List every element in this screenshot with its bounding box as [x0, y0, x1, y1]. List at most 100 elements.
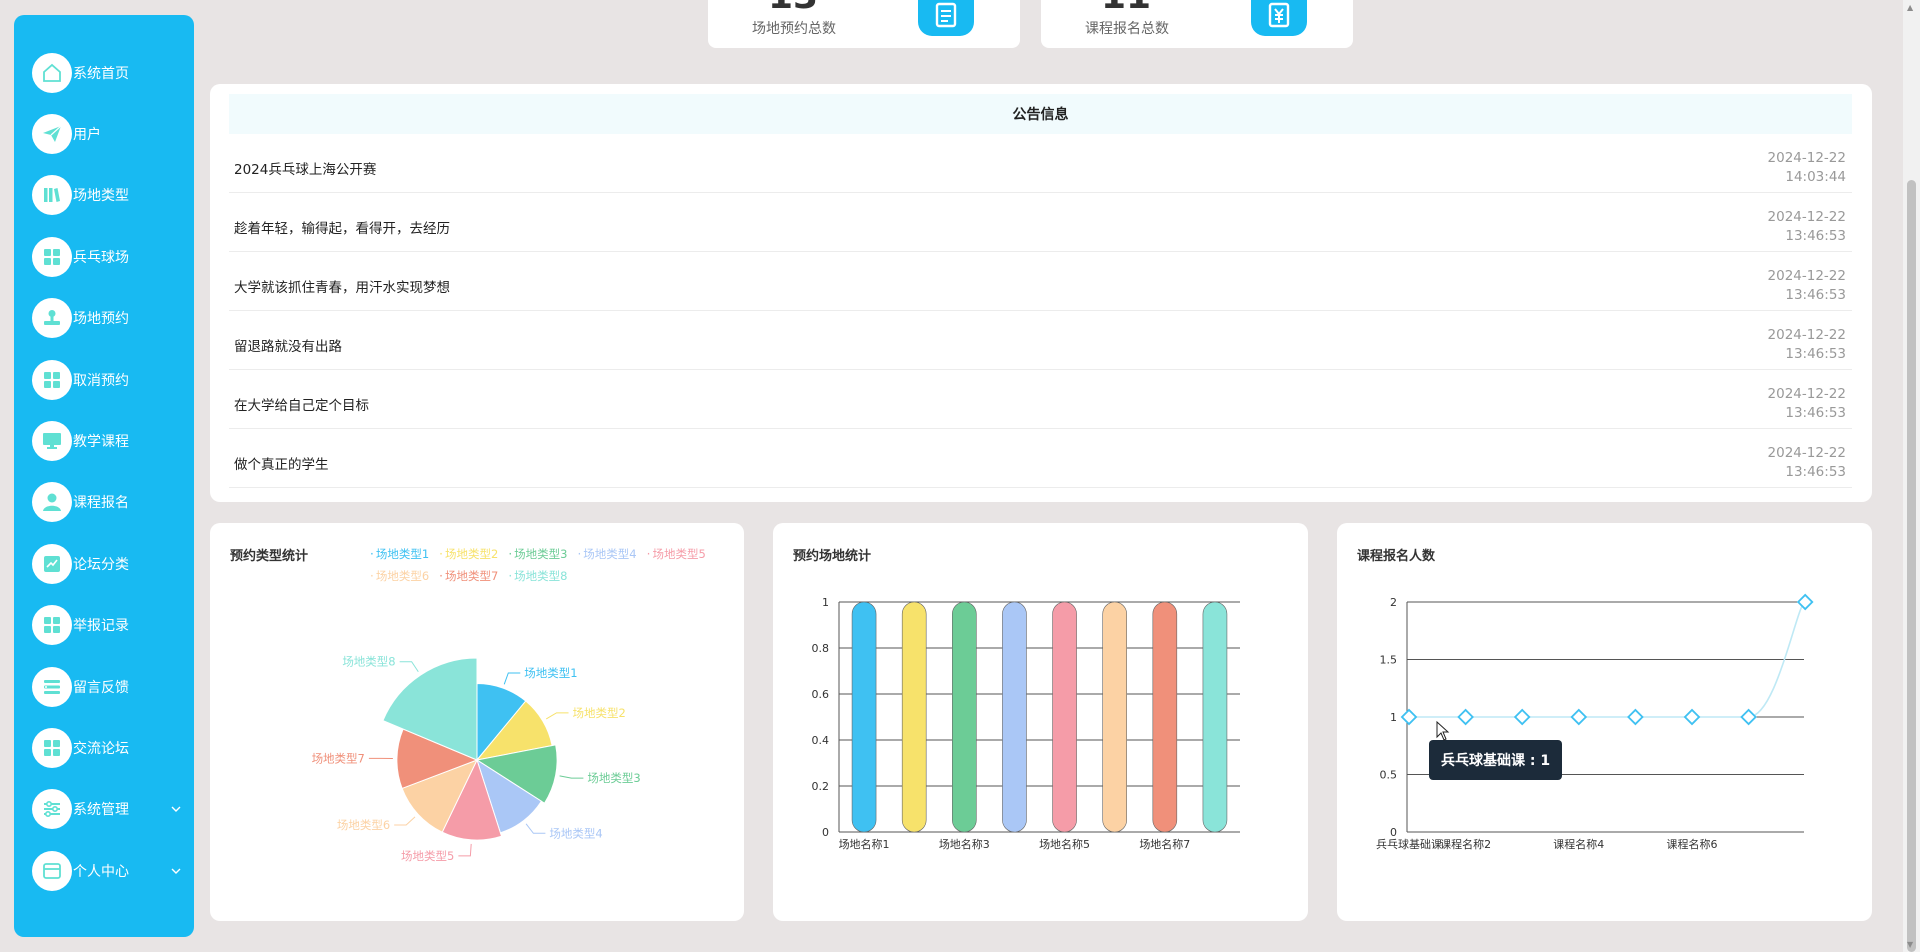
sidebar-item-7[interactable]: 课程报名	[14, 472, 194, 533]
x-tick-label: 场地名称1	[839, 837, 890, 851]
grid-icon	[32, 359, 72, 400]
scroll-down-arrow-icon[interactable]: ▼	[1907, 940, 1914, 949]
legend-dot: ·	[646, 547, 651, 561]
chart-legend: · 场地类型1 · 场地类型2 · 场地类型3 · 场地类型4 · 场地类型5· 场地类型6 · 场地类…	[370, 543, 740, 587]
paper-plane-icon	[32, 114, 72, 155]
x-tick-label: 兵乓球基础课	[1376, 837, 1442, 851]
legend-label: 场地类型4	[583, 547, 637, 561]
stat-card-venue-bookings: 13 场地预约总数	[708, 0, 1020, 48]
legend-dot: ·	[370, 547, 374, 561]
pie-slice-label: 场地类型1	[524, 666, 577, 680]
notice-row[interactable]: 2024兵乓球上海公开赛 2024-12-22 14:03:44	[229, 134, 1852, 193]
legend-dot: ·	[370, 569, 374, 583]
legend-item[interactable]: · 场地类型8	[508, 565, 567, 587]
sidebar-item-12[interactable]: 系统管理	[14, 779, 194, 840]
sidebar-item-label: 场地类型	[73, 188, 129, 205]
notice-title: 公告信息	[229, 94, 1852, 134]
sidebar-item-3[interactable]: 兵乓球场	[14, 226, 194, 287]
chevron-down-icon[interactable]	[170, 865, 182, 877]
page-scrollbar[interactable]: ▲ ▼	[1903, 0, 1920, 952]
y-tick-label: 2	[1390, 596, 1397, 609]
scroll-thumb[interactable]	[1907, 180, 1916, 952]
notice-row-title[interactable]: 大学就该抓住青春，用汗水实现梦想	[234, 280, 450, 296]
notice-row[interactable]: 做个真正的学生 2024-12-22 13:46:53	[229, 429, 1852, 488]
pie-slice-label: 场地类型3	[587, 771, 640, 785]
venue-booking-panel: 预约场地统计 0 0.2 0.4 0.6 0.8 1 场地名称1 场地名称3 场地名称5 场地名称…	[773, 523, 1308, 921]
sidebar-item-5[interactable]: 取消预约	[14, 349, 194, 410]
legend-dot: ·	[508, 569, 513, 583]
legend-dot: ·	[508, 547, 513, 561]
chevron-down-icon[interactable]	[170, 803, 182, 815]
notice-row-title[interactable]: 留退路就没有出路	[234, 339, 342, 355]
y-tick-label: 0.2	[812, 780, 830, 793]
legend-item[interactable]: · 场地类型5	[647, 543, 706, 565]
notice-row-time: 14:03:44	[1785, 169, 1846, 185]
notice-row[interactable]: 留退路就没有出路 2024-12-22 13:46:53	[229, 311, 1852, 370]
sidebar-item-4[interactable]: 场地预约	[14, 288, 194, 349]
sidebar-item-0[interactable]: 系统首页	[14, 42, 194, 103]
notice-row[interactable]: 在大学给自己定个目标 2024-12-22 13:46:53	[229, 370, 1852, 429]
sidebar-item-10[interactable]: 留言反馈	[14, 656, 194, 717]
notice-row-time: 13:46:53	[1785, 346, 1846, 362]
notice-row-time: 13:46:53	[1785, 228, 1846, 244]
sliders-icon	[32, 789, 72, 830]
list-icon	[32, 666, 72, 707]
chart-title: 预约类型统计	[230, 549, 309, 564]
grid-icon	[32, 727, 72, 768]
bar	[952, 601, 977, 833]
notice-row-title[interactable]: 在大学给自己定个目标	[234, 398, 369, 414]
stat-label: 课程报名总数	[1085, 21, 1169, 37]
sidebar-item-13[interactable]: 个人中心	[14, 840, 194, 901]
legend-item[interactable]: · 场地类型2	[439, 543, 498, 565]
notice-row-title[interactable]: 2024兵乓球上海公开赛	[234, 162, 377, 178]
scroll-up-arrow-icon[interactable]: ▲	[1907, 3, 1914, 12]
chart-icon	[32, 543, 72, 584]
data-point	[1570, 708, 1588, 726]
notice-row-time: 13:46:53	[1785, 287, 1846, 303]
sidebar-item-label: 课程报名	[73, 495, 129, 512]
notice-row[interactable]: 大学就该抓住青春，用汗水实现梦想 2024-12-22 13:46:53	[229, 252, 1852, 311]
sidebar-item-label: 取消预约	[73, 372, 129, 389]
notice-row[interactable]: 趁着年轻，输得起，看得开，去经历 2024-12-22 13:46:53	[229, 193, 1852, 252]
legend-item[interactable]: · 场地类型7	[439, 565, 498, 587]
legend-label: 场地类型6	[375, 569, 430, 583]
card-icon	[32, 850, 72, 891]
pie-label-line	[394, 816, 416, 826]
x-tick-label: 课程名称6	[1667, 837, 1718, 851]
sidebar-item-label: 交流论坛	[73, 740, 129, 757]
sidebar-item-1[interactable]: 用户	[14, 103, 194, 164]
sidebar-item-11[interactable]: 交流论坛	[14, 717, 194, 778]
stamp-icon	[32, 298, 72, 339]
pie-slice-label: 场地类型2	[573, 706, 626, 720]
notice-row-date: 2024-12-22	[1767, 209, 1846, 225]
notice-row-title[interactable]: 做个真正的学生	[234, 457, 329, 473]
y-tick-label: 0.6	[812, 688, 830, 701]
bar	[1102, 601, 1127, 833]
y-tick-label: 1	[1390, 711, 1397, 724]
pie-slice	[382, 657, 478, 761]
stat-value: 11	[1041, 0, 1211, 17]
data-point	[1627, 708, 1644, 726]
pie-slice	[441, 758, 503, 841]
legend-item[interactable]: · 场地类型1	[370, 543, 429, 565]
y-tick-label: 0	[1390, 826, 1397, 839]
sidebar-item-9[interactable]: 举报记录	[14, 595, 194, 656]
legend-item[interactable]: · 场地类型6	[370, 565, 429, 587]
legend-dot: ·	[439, 547, 443, 561]
sidebar-item-label: 论坛分类	[73, 556, 129, 573]
bar	[1202, 601, 1228, 833]
document-icon	[918, 0, 974, 36]
sidebar-item-label: 个人中心	[73, 863, 129, 880]
grid-icon	[32, 605, 72, 646]
sidebar-item-6[interactable]: 教学课程	[14, 410, 194, 471]
sidebar-item-label: 系统首页	[73, 65, 129, 82]
sidebar-item-8[interactable]: 论坛分类	[14, 533, 194, 594]
notice-row-title[interactable]: 趁着年轻，输得起，看得开，去经历	[234, 221, 450, 237]
grid-icon	[32, 236, 72, 277]
sidebar-item-label: 系统管理	[73, 802, 129, 819]
chart-title: 课程报名人数	[1357, 549, 1436, 564]
sidebar-item-2[interactable]: 场地类型	[14, 165, 194, 226]
legend-item[interactable]: · 场地类型3	[508, 543, 567, 565]
pie-slice-label: 场地类型4	[549, 826, 602, 840]
legend-item[interactable]: · 场地类型4	[577, 543, 636, 565]
